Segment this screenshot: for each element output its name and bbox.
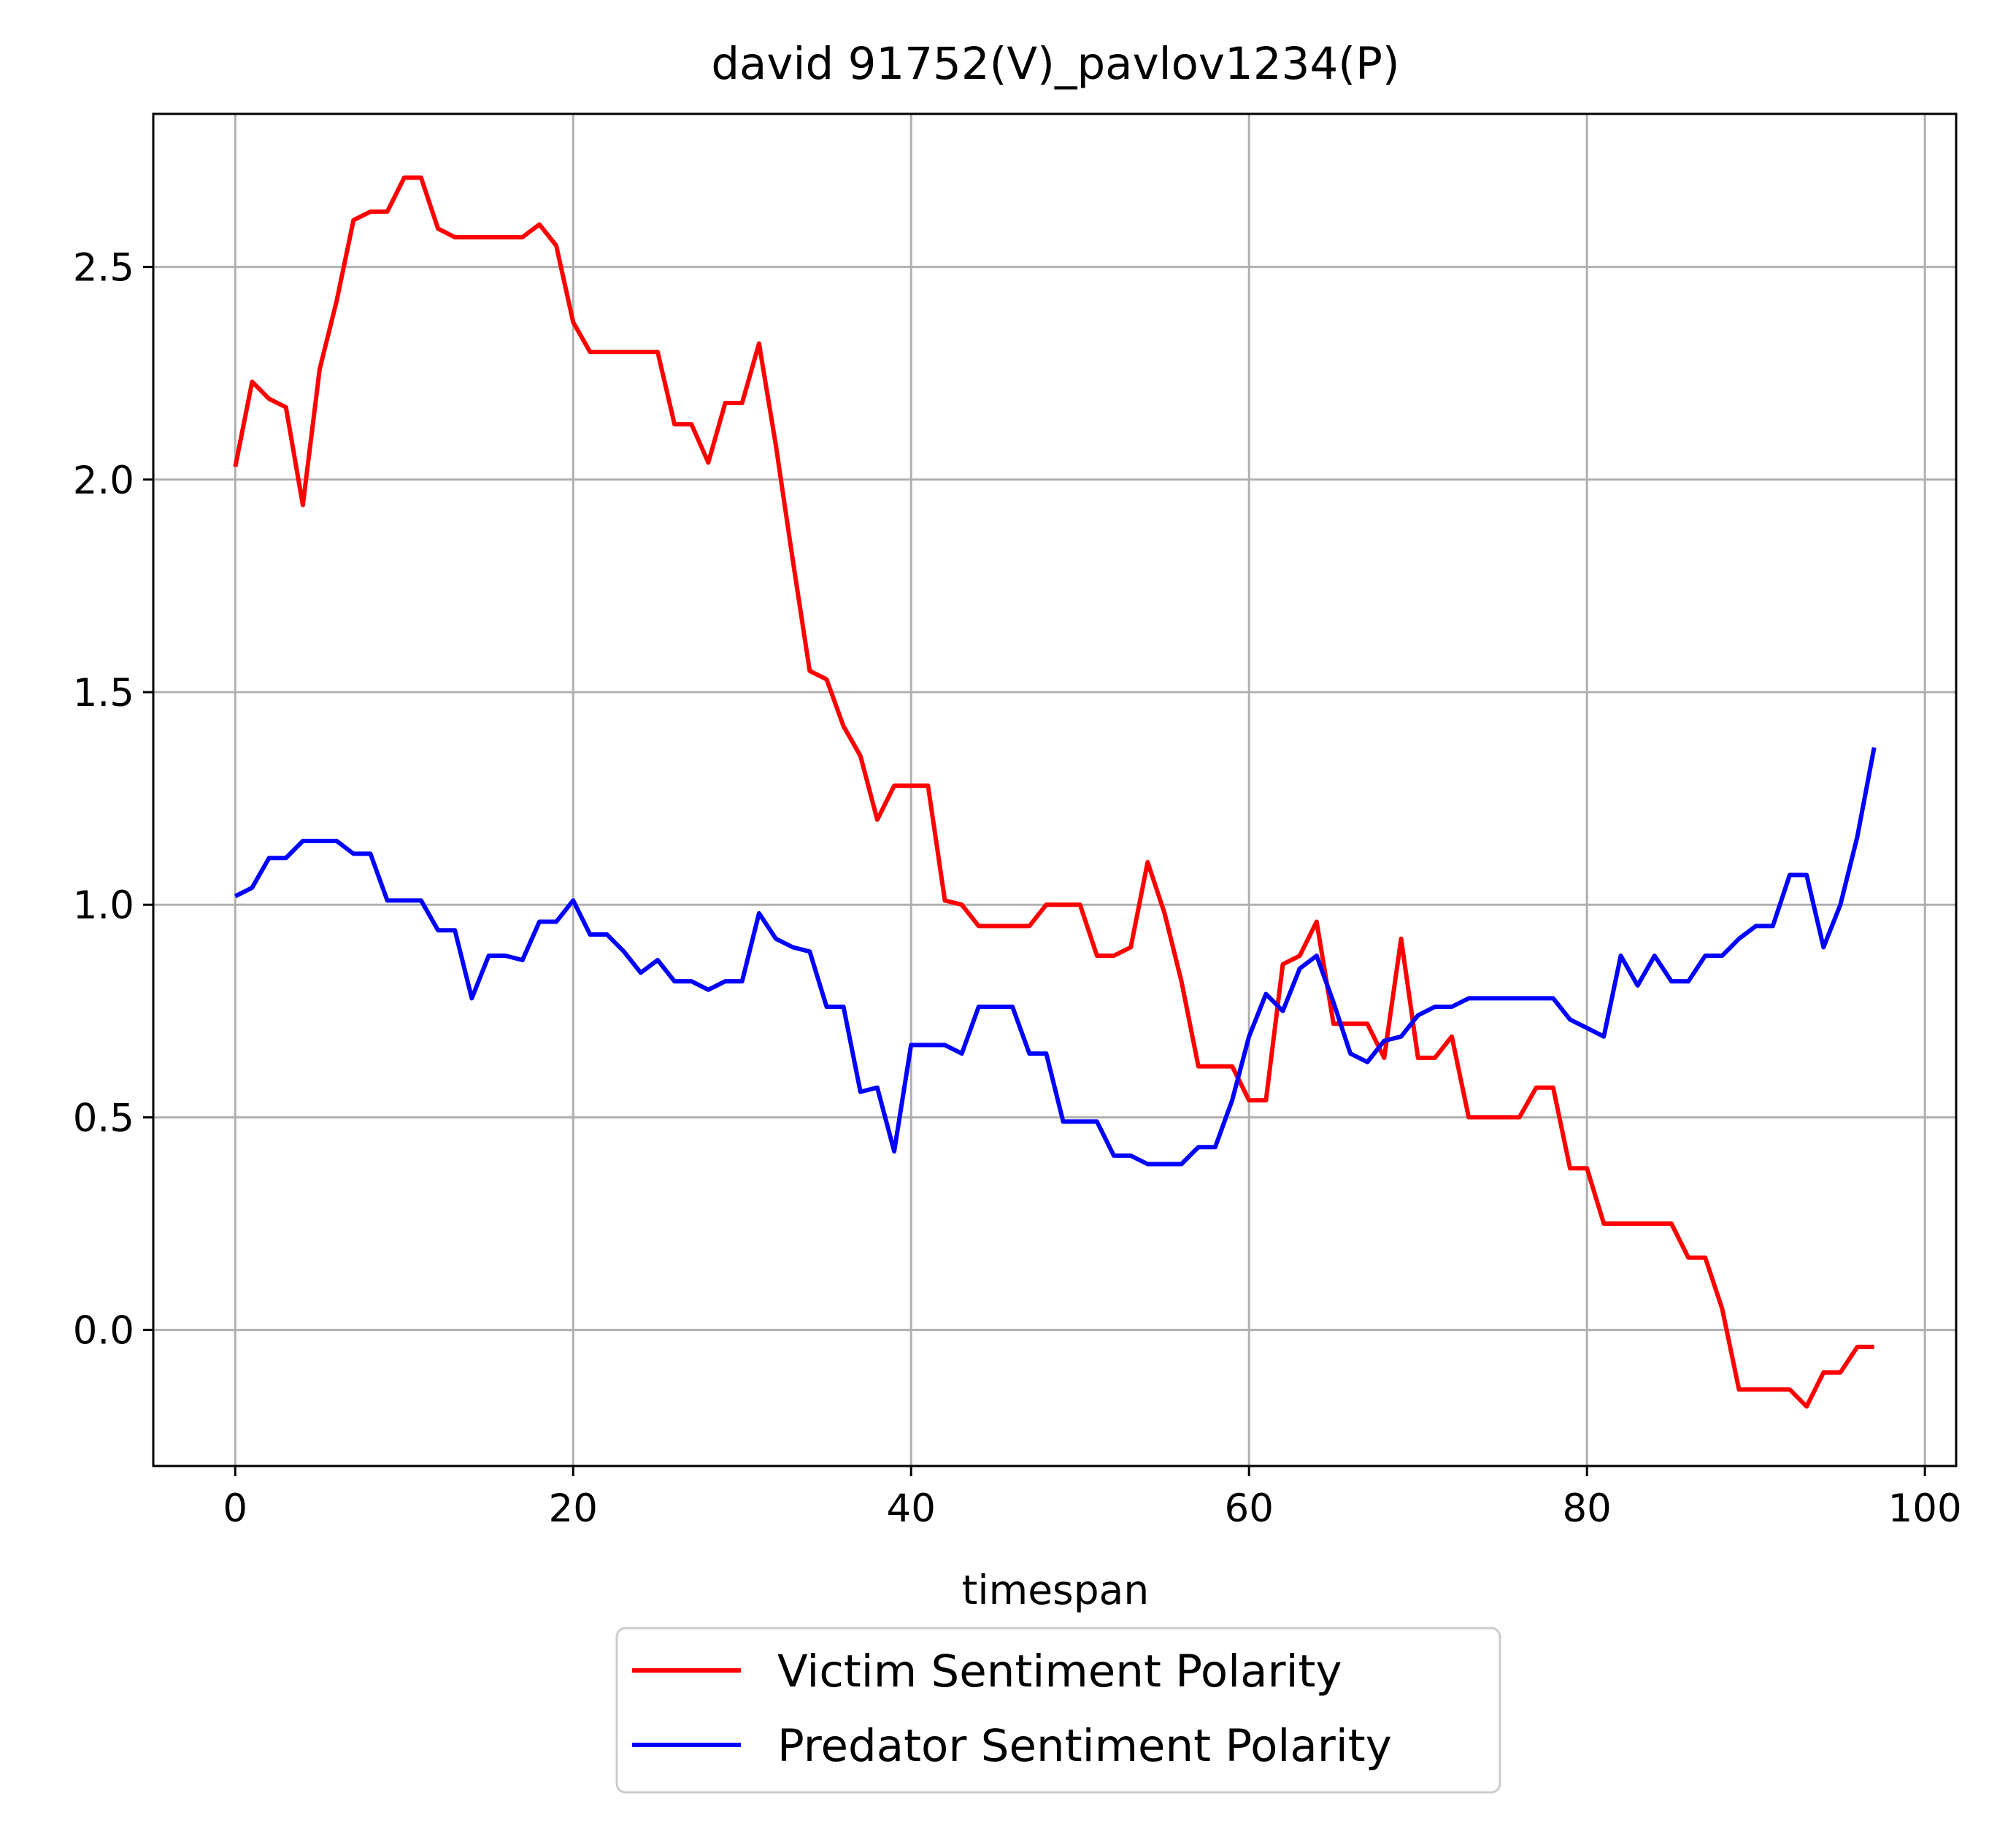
chart-title: david 91752(V)_pavlov1234(P) (711, 38, 1399, 90)
plot-series (233, 175, 1877, 1409)
y-tick-label: 1.5 (73, 671, 134, 715)
y-tick-label: 0.5 (73, 1096, 134, 1140)
y-tick-label: 2.5 (73, 246, 134, 291)
axis-ticks: 0 20 40 60 80 100 0.0 0.5 1.0 1.5 2.0 2.5 (73, 246, 1962, 1531)
legend-label-victim: Victim Sentiment Polarity (777, 1646, 1342, 1697)
legend-label-predator: Predator Sentiment Polarity (777, 1720, 1392, 1772)
y-tick-label: 0.0 (73, 1309, 134, 1354)
legend-box (615, 1627, 1501, 1794)
x-tick-label: 100 (1888, 1486, 1962, 1531)
predator-series-line (234, 747, 1877, 1167)
y-tick-label: 2.0 (73, 458, 134, 503)
y-tick-label: 1.0 (73, 883, 134, 928)
x-tick-label: 80 (1562, 1486, 1611, 1531)
x-tick-label: 0 (223, 1486, 247, 1531)
x-tick-label: 40 (887, 1486, 936, 1531)
x-tick-label: 20 (549, 1486, 598, 1531)
victim-series-line (233, 175, 1874, 1409)
x-tick-label: 60 (1224, 1486, 1273, 1531)
legend[interactable]: Victim Sentiment Polarity Predator Senti… (615, 1627, 1501, 1794)
plot-frame (152, 112, 1958, 1467)
x-axis-label: timespan (962, 1567, 1149, 1613)
